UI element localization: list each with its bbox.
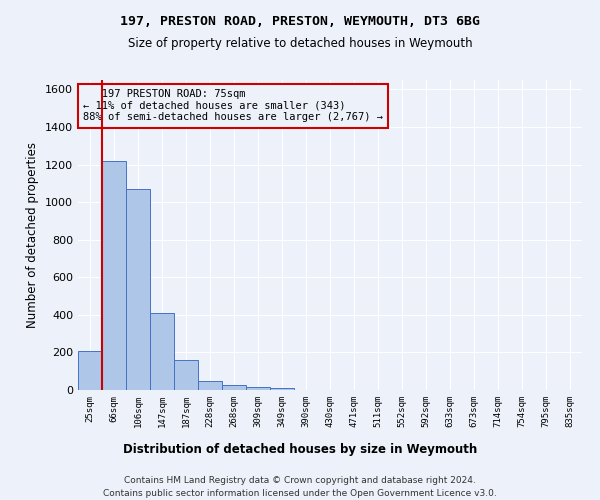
Text: Size of property relative to detached houses in Weymouth: Size of property relative to detached ho… (128, 38, 472, 51)
Text: 197, PRESTON ROAD, PRESTON, WEYMOUTH, DT3 6BG: 197, PRESTON ROAD, PRESTON, WEYMOUTH, DT… (120, 15, 480, 28)
Text: Contains HM Land Registry data © Crown copyright and database right 2024.: Contains HM Land Registry data © Crown c… (124, 476, 476, 485)
Bar (126, 189, 150, 390)
Bar (246, 386, 270, 390)
Y-axis label: Number of detached properties: Number of detached properties (26, 142, 40, 328)
Bar (174, 360, 198, 390)
Bar (198, 381, 222, 390)
Bar (78, 352, 102, 390)
Bar (270, 388, 294, 390)
Text: Contains public sector information licensed under the Open Government Licence v3: Contains public sector information licen… (103, 489, 497, 498)
Bar (222, 386, 246, 390)
Bar (102, 161, 126, 390)
Bar (150, 313, 174, 390)
Text: Distribution of detached houses by size in Weymouth: Distribution of detached houses by size … (123, 442, 477, 456)
Text: 197 PRESTON ROAD: 75sqm
← 11% of detached houses are smaller (343)
88% of semi-d: 197 PRESTON ROAD: 75sqm ← 11% of detache… (83, 90, 383, 122)
